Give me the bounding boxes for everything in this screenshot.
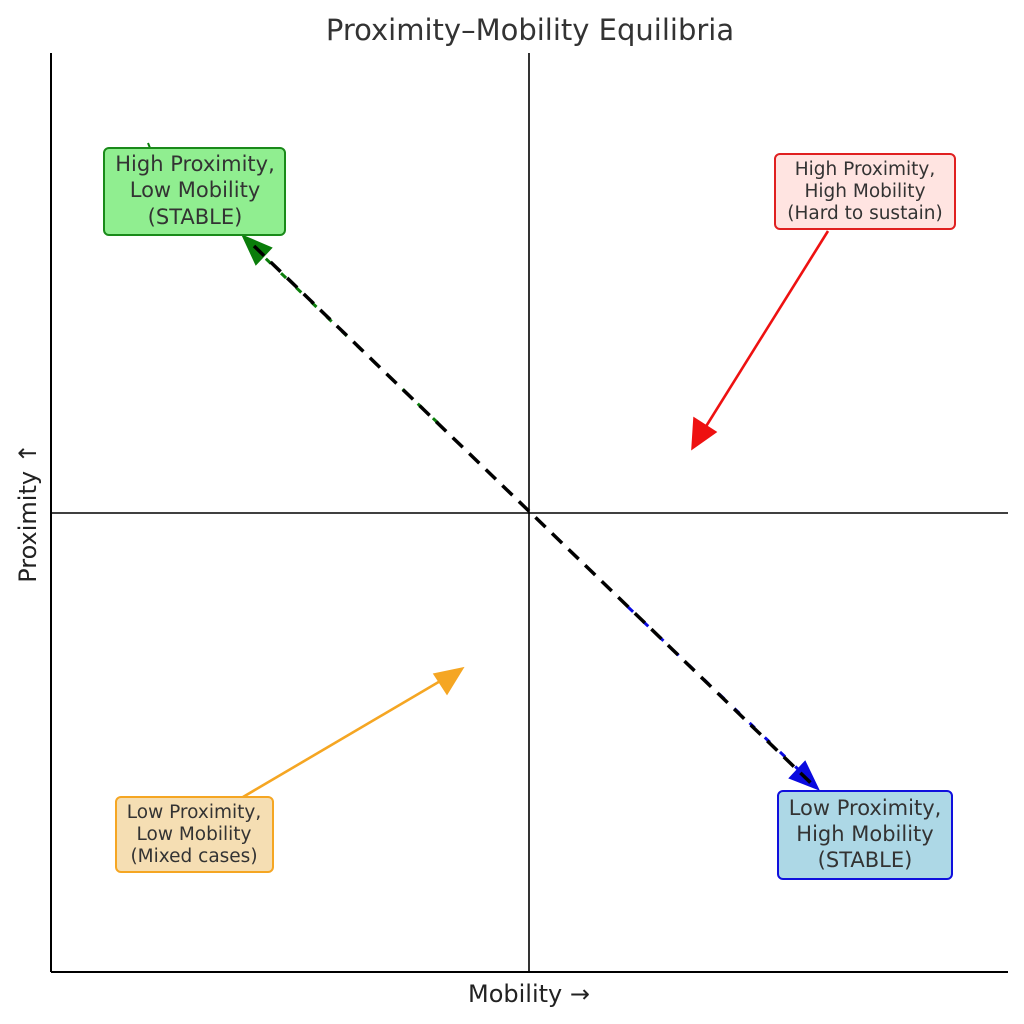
- box-low-proximity-high-mobility-bg: [777, 790, 953, 880]
- x-axis-label: Mobility →: [468, 980, 590, 1008]
- box-high-proximity-low-mobility: High Proximity, Low Mobility (STABLE): [103, 147, 286, 236]
- box-low-proximity-high-mobility: Low Proximity, High Mobility (STABLE): [777, 790, 953, 880]
- box-hp-hm-line-1: High Proximity,: [795, 159, 936, 180]
- box-high-proximity-high-mobility: High Proximity, High Mobility (Hard to s…: [774, 153, 956, 230]
- y-axis-label: Proximity ↑: [14, 443, 42, 583]
- diagram-title: Proximity–Mobility Equilibria: [326, 13, 734, 47]
- orange-arrow-shaft: [242, 678, 443, 799]
- box-hp-lm-line-2: Low Mobility: [130, 178, 261, 202]
- box-lp-lm-line-3: (Mixed cases): [130, 846, 257, 867]
- box-hp-lm-line-1: High Proximity,: [115, 152, 275, 176]
- box-high-proximity-high-mobility-bg: [774, 153, 956, 230]
- box-low-proximity-low-mobility: Low Proximity, Low Mobility (Mixed cases…: [115, 796, 274, 873]
- box-hp-lm-line-3: (STABLE): [148, 205, 243, 229]
- box-lp-hm-line-2: High Mobility: [796, 822, 933, 846]
- box-lp-hm-line-1: Low Proximity,: [789, 796, 942, 820]
- orange-arrowhead: [432, 666, 465, 696]
- red-arrow-shaft: [703, 230, 830, 429]
- box-high-proximity-low-mobility-bg: [103, 147, 286, 236]
- box-lp-lm-line-1: Low Proximity,: [127, 802, 261, 823]
- box-lp-lm-line-2: Low Mobility: [137, 824, 252, 845]
- red-arrowhead: [691, 416, 718, 451]
- box-low-proximity-low-mobility-bg: [115, 796, 274, 873]
- box-hp-hm-line-2: High Mobility: [804, 181, 925, 202]
- box-lp-hm-line-3: (STABLE): [818, 848, 913, 872]
- box-hp-hm-line-3: (Hard to sustain): [787, 203, 943, 224]
- equilibrium-dashed-line: [252, 244, 816, 788]
